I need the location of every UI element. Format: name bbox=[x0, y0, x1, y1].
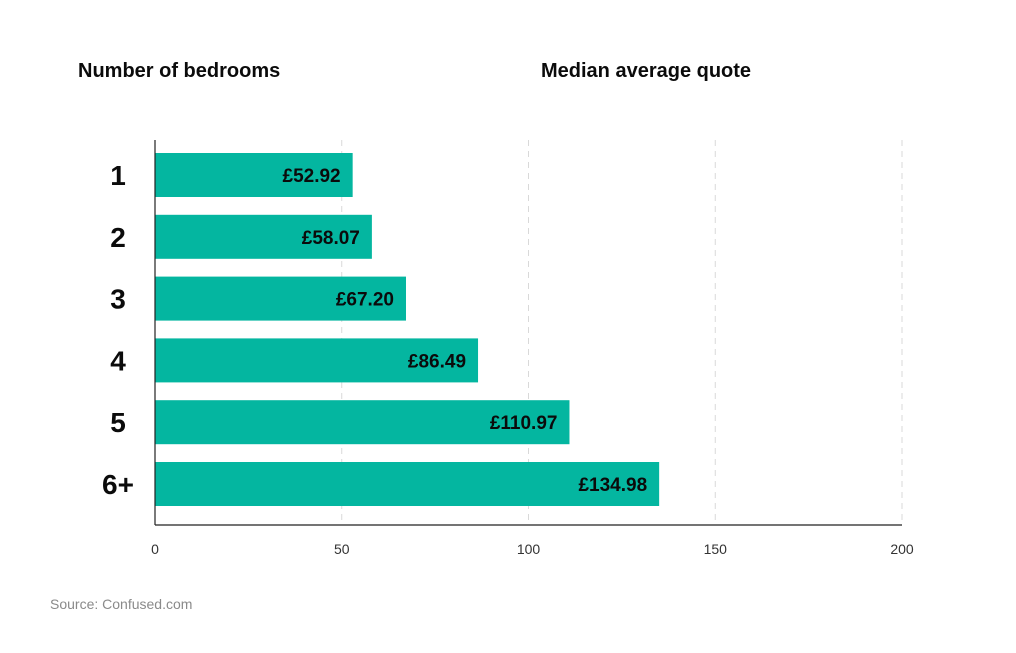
x-tick-label: 0 bbox=[151, 541, 159, 557]
bar-1 bbox=[155, 153, 353, 197]
bar-3 bbox=[155, 276, 406, 321]
category-label: 3 bbox=[110, 284, 126, 315]
bar-value-label: £110.97 bbox=[490, 413, 558, 434]
category-label: 6+ bbox=[102, 469, 134, 500]
bar-value-label: £86.49 bbox=[408, 351, 466, 372]
category-label: 5 bbox=[110, 407, 126, 438]
value-axis-header: Median average quote bbox=[541, 60, 752, 82]
category-axis-header: Number of bedrooms bbox=[78, 60, 281, 82]
bar-5 bbox=[155, 400, 570, 445]
bar-value-label: £134.98 bbox=[578, 475, 647, 496]
bar-value-label: £52.92 bbox=[283, 166, 341, 187]
bar-6+ bbox=[155, 462, 660, 506]
bar-2 bbox=[155, 214, 372, 259]
category-label: 4 bbox=[110, 345, 126, 376]
x-tick-label: 150 bbox=[704, 541, 728, 557]
bar-value-label: £67.20 bbox=[336, 290, 394, 311]
x-tick-label: 200 bbox=[890, 541, 914, 557]
bar-4 bbox=[155, 338, 479, 383]
source-note: Source: Confused.com bbox=[50, 596, 193, 612]
category-label: 1 bbox=[110, 160, 126, 191]
x-tick-label: 100 bbox=[517, 541, 541, 557]
category-label: 2 bbox=[110, 222, 126, 253]
bar-value-label: £58.07 bbox=[302, 228, 360, 249]
x-tick-label: 50 bbox=[334, 541, 350, 557]
